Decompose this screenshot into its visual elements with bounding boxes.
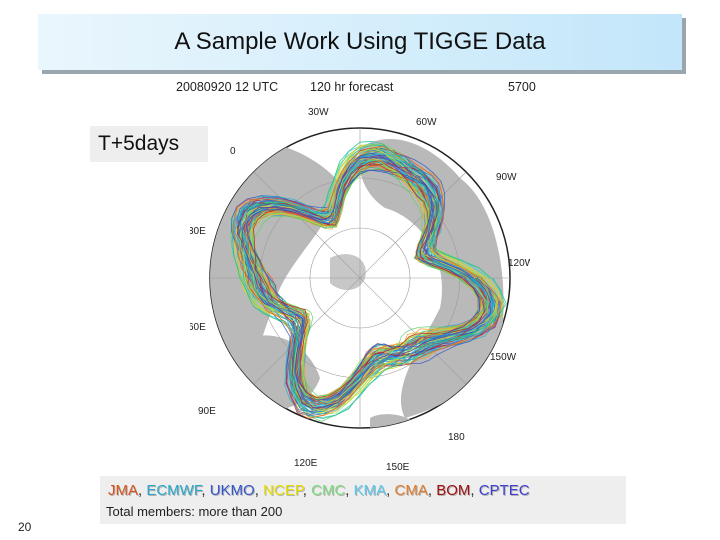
member-count: Total members: more than 200 bbox=[106, 504, 283, 519]
ensemble-member-contour bbox=[231, 140, 507, 420]
lon-label: 120E bbox=[294, 458, 318, 469]
map-contour-value: 5700 bbox=[508, 80, 536, 94]
map-date-time: 20080920 12 UTC bbox=[176, 80, 279, 94]
polar-stereographic-map: 30W 60W 90W 120W 150W 180 150E 120E 90E … bbox=[190, 107, 530, 472]
separator: , bbox=[302, 482, 312, 499]
ensemble-member-contour bbox=[241, 156, 491, 409]
ensemble-member-contour bbox=[232, 145, 502, 420]
center-bom: BOM bbox=[436, 482, 471, 499]
longitude-labels: 30W 60W 90W 120W 150W 180 150E 120E 90E … bbox=[190, 107, 530, 472]
ensemble-member-contour bbox=[244, 161, 489, 406]
legend-box: JMA, ECMWF, UKMO, NCEP, CMC, KMA, CMA, B… bbox=[100, 476, 626, 524]
center-kma: KMA bbox=[353, 482, 387, 499]
separator: , bbox=[138, 482, 147, 499]
center-ukmo: UKMO bbox=[209, 482, 255, 499]
center-ecmwf: ECMWF bbox=[146, 482, 202, 499]
separator: , bbox=[470, 482, 479, 499]
ensemble-member-contour bbox=[240, 147, 499, 412]
lon-label: 120W bbox=[508, 258, 530, 269]
separator: , bbox=[345, 482, 354, 499]
separator: , bbox=[427, 482, 437, 499]
ensemble-member-contour bbox=[245, 169, 481, 401]
ensemble-member-contour bbox=[247, 157, 489, 404]
center-list: JMA, ECMWF, UKMO, NCEP, CMC, KMA, CMA, B… bbox=[108, 482, 530, 499]
slide-title: A Sample Work Using TIGGE Data bbox=[174, 28, 546, 55]
lon-label: 180 bbox=[448, 432, 465, 443]
separator: , bbox=[201, 482, 210, 499]
lon-label: 0 bbox=[230, 146, 236, 157]
center-cmc: CMC bbox=[311, 482, 346, 499]
lon-label: 150W bbox=[490, 352, 517, 363]
lon-label: 30E bbox=[190, 226, 206, 237]
map-forecast-label: 120 hr forecast bbox=[310, 80, 394, 94]
center-cma: CMA bbox=[394, 482, 428, 499]
lon-label: 30W bbox=[308, 107, 329, 118]
center-jma: JMA bbox=[108, 482, 138, 499]
center-ncep: NCEP bbox=[263, 482, 303, 499]
ensemble-member-contour bbox=[252, 160, 486, 399]
ensemble-contours bbox=[230, 140, 507, 422]
separator: , bbox=[254, 482, 264, 499]
separator: , bbox=[386, 482, 395, 499]
lon-label: 60E bbox=[190, 322, 206, 333]
page-number: 20 bbox=[18, 520, 32, 534]
ensemble-member-contour bbox=[252, 163, 483, 398]
lon-label: 150E bbox=[386, 462, 410, 472]
lon-label: 60W bbox=[416, 117, 437, 128]
center-cptec: CPTEC bbox=[478, 482, 530, 499]
ensemble-member-contour bbox=[240, 153, 493, 410]
title-banner: A Sample Work Using TIGGE Data bbox=[38, 14, 682, 70]
ensemble-member-contour bbox=[246, 166, 482, 403]
lon-label: 90E bbox=[198, 406, 216, 417]
ensemble-member-contour bbox=[252, 159, 487, 397]
lon-label: 90W bbox=[496, 172, 517, 183]
lead-time-label: T+5days bbox=[90, 126, 208, 162]
